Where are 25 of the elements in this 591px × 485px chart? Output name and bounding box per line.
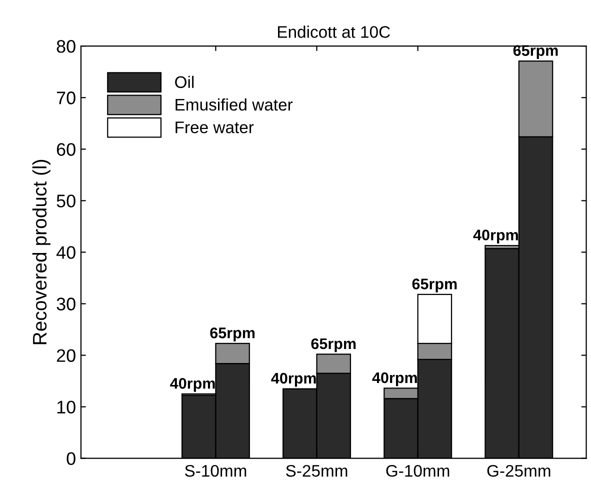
annotation: 65rpm [412,278,457,292]
legend-label: Emusified water [176,98,293,111]
y-tick-label: 30 [56,298,76,310]
text: G-25mm [487,464,550,477]
annotation: 40rpm [170,378,215,392]
annotation: 40rpm [372,372,417,386]
y-tick-label: 40 [56,246,76,259]
annotation: 65rpm [311,338,356,352]
legend-label: Free water [176,122,254,134]
y-tick-label: 60 [56,143,76,156]
annotation: 40rpm [271,372,316,387]
y-tick-label: 0 [66,452,76,466]
annotation: 40rpm [473,230,518,244]
y-tick-label: 80 [56,40,76,53]
legend-label: Oil [175,76,194,88]
y-tick-label: 20 [56,349,76,362]
text: S-25mm [286,464,348,477]
y-tick-label: 70 [56,92,76,104]
chart-title: Endicott at 10C [278,26,390,38]
y-tick-label: 10 [57,400,76,414]
text: S-10mm [184,464,246,477]
y-tick-label: 50 [56,194,76,208]
text: G-10mm [386,464,450,477]
y-axis-title: Recovered product (l) [32,160,50,344]
annotation: 65rpm [210,328,255,342]
